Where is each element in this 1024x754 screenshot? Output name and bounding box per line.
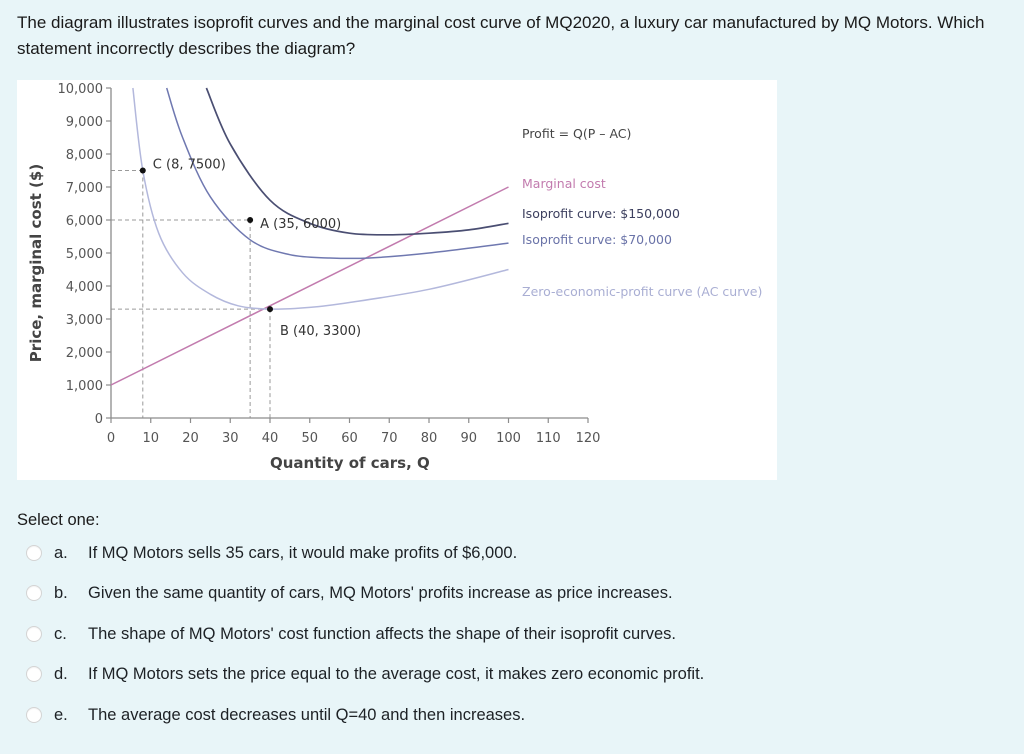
y-tick-label: 3,000: [66, 313, 103, 328]
x-tick-label: 90: [460, 431, 477, 446]
chart-labels: Marginal cost Isoprofit curve: $150,000 Is…: [522, 126, 762, 299]
x-tick-label: 70: [381, 431, 398, 446]
option-letter: e.: [54, 705, 68, 724]
isoprofit-chart: 0 1,000 2,000 3,000 4,000 5,000 6,000 7,000 8,00…: [17, 80, 777, 480]
legend-label: Isoprofit curve: $70,000: [522, 232, 672, 247]
x-tick-label: 120: [576, 431, 601, 446]
x-axis-label: Quantity of cars, Q: [270, 454, 430, 472]
x-tick-label: 60: [341, 431, 358, 446]
chart-series: [110, 87, 509, 386]
option-text: The average cost decreases until Q=40 an…: [88, 705, 526, 724]
y-tick-label: 0: [95, 412, 103, 427]
option-b[interactable]: b. Given the same quantity of cars, MQ M…: [26, 580, 986, 606]
option-e[interactable]: e. The average cost decreases until Q=40…: [26, 702, 986, 728]
marginal-cost-line: [110, 186, 509, 386]
y-tick-label: 6,000: [66, 214, 103, 229]
y-tick-label: 5,000: [66, 247, 103, 262]
select-one-label: Select one:: [17, 511, 100, 529]
x-tick-label: 20: [182, 431, 199, 446]
option-letter: c.: [54, 624, 67, 643]
x-tick-label: 0: [107, 431, 115, 446]
data-point: [247, 217, 254, 223]
option-text: If MQ Motors sells 35 cars, it would mak…: [88, 543, 518, 562]
data-point: [139, 167, 146, 174]
option-d[interactable]: d. If MQ Motors sets the price equal to …: [26, 661, 986, 687]
point-label: C (8, 7500): [153, 158, 226, 173]
option-text: Given the same quantity of cars, MQ Moto…: [88, 583, 673, 602]
y-tick-label: 4,000: [66, 280, 103, 295]
x-tick-label: 50: [301, 431, 318, 446]
option-text: The shape of MQ Motors' cost function af…: [88, 624, 676, 643]
radio-button[interactable]: [26, 545, 42, 561]
y-axis-label: Price, marginal cost ($): [27, 164, 45, 362]
x-tick-label: 100: [496, 431, 521, 446]
isoprofit-150k-curve: [205, 87, 509, 236]
radio-button[interactable]: [26, 626, 42, 642]
y-tick-label: 7,000: [66, 181, 103, 196]
y-tick-label: 2,000: [66, 346, 103, 361]
legend-label: Isoprofit curve: $150,000: [522, 206, 680, 221]
option-a[interactable]: a. If MQ Motors sells 35 cars, it would …: [26, 540, 986, 566]
x-tick-label: 40: [262, 431, 279, 446]
option-letter: a.: [54, 543, 68, 562]
dashed-guide-lines: [111, 170, 271, 418]
isoprofit-70k-curve: [165, 87, 509, 260]
radio-button[interactable]: [26, 585, 42, 601]
question-text: The diagram illustrates isoprofit curves…: [17, 13, 985, 58]
legend-label: Zero-economic-profit curve (AC curve): [522, 284, 762, 299]
chart-svg: 0 1,000 2,000 3,000 4,000 5,000 6,000 7,000 8,00…: [27, 82, 762, 472]
option-letter: d.: [54, 664, 68, 683]
radio-button[interactable]: [26, 666, 42, 682]
legend-label: Marginal cost: [522, 176, 606, 191]
x-tick-label: 30: [222, 431, 239, 446]
point-label: A (35, 6000): [260, 217, 341, 232]
y-tick-label: 1,000: [66, 379, 103, 394]
radio-button[interactable]: [26, 707, 42, 723]
x-tick-label: 110: [536, 431, 561, 446]
x-tick-label: 10: [142, 431, 159, 446]
ac-curve: [132, 87, 509, 310]
axes: 0 1,000 2,000 3,000 4,000 5,000 6,000 7,000 8,00…: [27, 82, 600, 472]
data-point: [267, 306, 273, 313]
chart-points: C (8, 7500) A (35, 6000) B (40, 3300): [139, 158, 361, 339]
y-tick-label: 10,000: [58, 82, 104, 97]
y-tick-label: 8,000: [66, 148, 103, 163]
y-tick-label: 9,000: [66, 115, 103, 130]
option-c[interactable]: c. The shape of MQ Motors' cost function…: [26, 621, 986, 647]
option-text: If MQ Motors sets the price equal to the…: [88, 664, 705, 683]
profit-formula: Profit = Q(P – AC): [522, 126, 631, 141]
option-letter: b.: [54, 583, 68, 602]
point-label: B (40, 3300): [280, 324, 361, 339]
x-tick-label: 80: [421, 431, 438, 446]
